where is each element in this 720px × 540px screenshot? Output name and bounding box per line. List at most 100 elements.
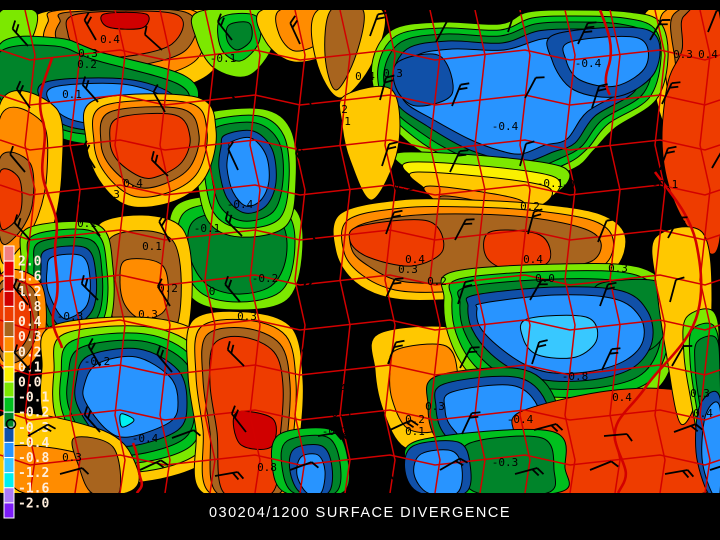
color-scale-swatch	[3, 260, 15, 277]
county-line	[69, 10, 81, 493]
wind-barb-icon	[59, 467, 90, 475]
contour-label: -0.1	[537, 177, 564, 190]
wind-barb-icon	[13, 214, 31, 241]
county-line	[249, 10, 261, 493]
wind-barb-icon	[222, 79, 241, 105]
wind-barb-icon	[139, 459, 169, 471]
contour-label: -0.2	[252, 272, 279, 285]
color-scale-swatch	[3, 381, 15, 398]
contour-label: 0.2	[405, 413, 425, 426]
color-scale-label: 1.6	[18, 270, 42, 285]
contour-label: 0.4	[698, 48, 718, 61]
county-line	[0, 139, 720, 151]
wind-barb-icon	[303, 79, 313, 109]
river-border	[38, 57, 64, 349]
wind-barb-icon	[524, 76, 545, 99]
color-scale-label: -0.2	[18, 406, 49, 421]
wind-barb-icon	[591, 83, 608, 109]
contour-band	[119, 413, 135, 428]
contour-label: 0	[367, 422, 374, 435]
wind-barb-icon	[302, 211, 316, 241]
wind-barb-icon	[439, 457, 469, 471]
wind-barb-icon	[671, 345, 693, 367]
contour-label: 0.3	[425, 400, 445, 413]
wind-barb-icon	[11, 20, 29, 47]
contour-label: 0.4	[523, 253, 543, 266]
color-scale-swatch	[3, 426, 15, 443]
contour-label: 0.1	[62, 88, 82, 101]
wind-barb-layer	[5, 7, 720, 481]
wind-barb-icon	[369, 11, 387, 37]
wind-barb-icon	[171, 429, 201, 439]
county-line	[159, 10, 171, 493]
wind-barb-icon	[289, 15, 301, 45]
wind-barb-icon	[435, 20, 456, 43]
contour-label: -0.3	[492, 456, 519, 469]
wind-barb-icon	[158, 213, 171, 243]
contour-label: 0.1	[405, 425, 425, 438]
color-scale-swatch	[3, 305, 15, 322]
wind-barb-icon	[449, 149, 469, 173]
contour-band	[100, 11, 150, 30]
contour-label: 0.8	[257, 461, 277, 474]
contour-band	[661, 10, 720, 255]
contour-label: 0.0	[535, 272, 555, 285]
county-line	[0, 319, 720, 331]
color-scale-swatch	[3, 351, 15, 368]
county-line	[114, 10, 126, 493]
contour-label: 0.2	[520, 200, 540, 213]
contour-label: 0.3	[78, 47, 98, 60]
color-scale-swatch	[3, 502, 15, 519]
wind-barb-icon	[303, 277, 315, 307]
color-scale-label: -0.1	[18, 391, 49, 406]
color-scale-label: 0.8	[18, 300, 42, 315]
contour-label: 0.3	[138, 308, 158, 321]
contour-label: 0.3	[398, 263, 418, 276]
wind-barb-icon	[83, 406, 101, 433]
wind-barb-icon	[87, 337, 101, 367]
wind-barb-icon	[81, 76, 99, 103]
wind-barb-icon	[649, 19, 671, 41]
contour-label: 0.3	[62, 451, 82, 464]
wind-barb-icon	[713, 278, 720, 301]
color-scale-label: 1.2	[18, 285, 41, 300]
wind-barb-icon	[27, 423, 57, 437]
color-scale-label: -0.4	[18, 436, 49, 451]
wind-barb-icon	[461, 411, 481, 435]
color-scale-label: 0.2	[18, 345, 41, 360]
color-scale-label: 0.1	[18, 360, 42, 375]
wind-barb-icon	[364, 471, 394, 481]
wind-barb-icon	[144, 25, 163, 51]
wind-barb-icon	[597, 218, 616, 243]
contour-label: -0.3	[325, 407, 352, 420]
wind-barb-icon	[599, 281, 617, 307]
contour-label: 0.4	[355, 70, 375, 83]
contour-band	[519, 314, 599, 359]
wind-barb-icon	[459, 346, 480, 369]
county-line	[0, 94, 720, 106]
county-line	[339, 10, 351, 493]
color-scale-label: 0.3	[18, 330, 41, 345]
contour-label: 0.2	[158, 282, 178, 295]
contour-label: -0.3	[562, 178, 589, 191]
color-scale-label: -0.8	[18, 451, 49, 466]
calm-wind-icon	[5, 418, 17, 430]
color-scale-label: -1.6	[18, 481, 49, 496]
wind-barb-icon	[387, 339, 405, 365]
wind-barb-icon	[80, 275, 99, 301]
wind-barb-icon	[156, 345, 173, 373]
wind-barb-icon	[381, 141, 398, 167]
contour-label: -0.8	[562, 370, 589, 383]
contour-label: 0.3	[100, 188, 120, 201]
contour-label: 0.4	[100, 33, 120, 46]
wind-barb-icon	[385, 209, 403, 235]
river-border	[598, 10, 613, 96]
color-scale-swatch	[3, 441, 15, 458]
wind-barb-icon	[661, 81, 681, 105]
contour-label: 0.4	[123, 177, 143, 190]
wind-barb-icon	[150, 151, 169, 177]
river-border	[131, 442, 144, 493]
wind-barb-icon	[669, 276, 685, 303]
